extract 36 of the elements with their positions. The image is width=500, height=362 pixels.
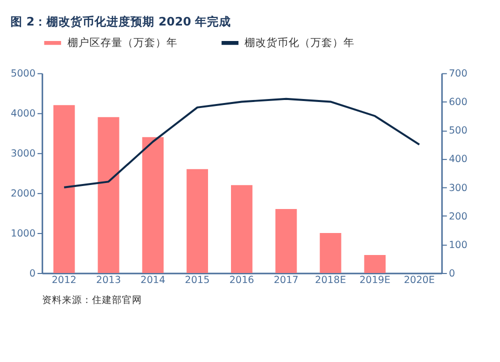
- y2-tick-label: 700: [448, 68, 468, 80]
- text: 资料来源：住建部官网: [42, 294, 142, 306]
- bar: [275, 209, 297, 273]
- x-tick-label: 2014: [140, 275, 166, 286]
- y2-tick-label: 300: [448, 182, 468, 194]
- x-tick-label: 2012: [52, 275, 76, 286]
- x-tick-label: 2019E: [359, 275, 390, 286]
- line-series: [63, 98, 420, 188]
- bar: [364, 255, 386, 273]
- y2-tick-label: 600: [448, 97, 468, 108]
- x-tick-label: 2017: [274, 275, 299, 286]
- x-tick-label: 2018E: [315, 275, 346, 286]
- bar: [53, 105, 75, 273]
- chart-title: 图 2：棚改货币化进度预期 2020 年完成: [10, 14, 232, 28]
- y-tick-label: 4000: [10, 108, 36, 120]
- bar: [98, 117, 120, 273]
- bar: [142, 137, 164, 273]
- x-tick-label: 2015: [184, 275, 210, 286]
- bar: [320, 233, 342, 273]
- bar: [186, 169, 208, 273]
- y2-tick-label: 500: [448, 126, 468, 137]
- x-tick-label: 2020E: [404, 275, 435, 286]
- y-tick-label: 2000: [10, 188, 36, 200]
- legend-label: 棚户区存量（万套）年: [67, 36, 178, 49]
- y-tick-label: 5000: [10, 68, 36, 80]
- y-tick-label: 0: [29, 268, 36, 280]
- y-tick-label: 1000: [10, 228, 36, 240]
- bar: [230, 185, 252, 273]
- y2-tick-label: 100: [448, 240, 468, 251]
- legend-label: 棚改货币化（万套）年: [244, 36, 355, 49]
- y-tick-label: 3000: [10, 148, 36, 160]
- y2-tick-label: 200: [448, 211, 468, 222]
- x-tick-label: 2016: [229, 275, 254, 286]
- y2-tick-label: 0: [448, 268, 456, 280]
- y2-tick-label: 400: [448, 154, 468, 166]
- x-tick-label: 2013: [96, 275, 121, 286]
